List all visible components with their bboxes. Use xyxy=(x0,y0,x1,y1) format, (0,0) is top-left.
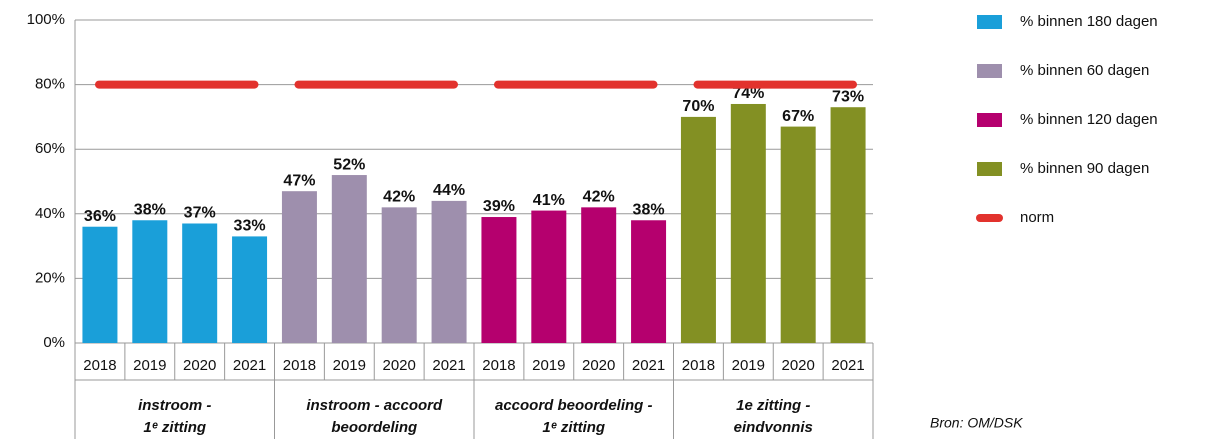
bar xyxy=(82,226,118,343)
y-tick-label: 0% xyxy=(43,334,65,351)
y-tick-label: 100% xyxy=(27,11,65,28)
value-label: 37% xyxy=(184,205,216,222)
x-tick-label: 2021 xyxy=(432,357,465,374)
legend-label: % binnen 90 dagen xyxy=(1020,160,1149,177)
x-tick-label: 2018 xyxy=(682,357,715,374)
x-tick-label: 2021 xyxy=(233,357,266,374)
group-label: 1ᵉ zitting xyxy=(542,419,605,436)
y-tick-label: 80% xyxy=(35,76,65,93)
bar xyxy=(680,116,716,344)
bar xyxy=(581,207,617,343)
group-label: eindvonnis xyxy=(734,419,813,436)
bar xyxy=(232,236,268,343)
x-tick-label: 2018 xyxy=(482,357,515,374)
x-tick-label: 2018 xyxy=(83,357,116,374)
value-label: 41% xyxy=(533,192,565,209)
bar xyxy=(631,220,667,343)
x-tick-label: 2019 xyxy=(333,357,366,374)
value-label: 42% xyxy=(383,189,415,206)
group-label: instroom - xyxy=(138,397,211,414)
x-tick-label: 2019 xyxy=(133,357,166,374)
legend-label: norm xyxy=(1020,209,1054,226)
bar xyxy=(531,210,567,343)
bar xyxy=(182,223,218,343)
legend-label: % binnen 180 dagen xyxy=(1020,13,1158,30)
y-tick-label: 60% xyxy=(35,140,65,157)
legend-swatch xyxy=(977,162,1002,176)
x-tick-label: 2021 xyxy=(632,357,665,374)
x-tick-label: 2018 xyxy=(283,357,316,374)
bar xyxy=(780,126,816,343)
bar xyxy=(281,191,317,343)
y-tick-label: 20% xyxy=(35,269,65,286)
value-label: 74% xyxy=(732,85,764,102)
value-label: 42% xyxy=(583,189,615,206)
x-tick-label: 2020 xyxy=(183,357,216,374)
group-label: beoordeling xyxy=(331,419,417,436)
x-tick-label: 2019 xyxy=(732,357,765,374)
legend-swatch xyxy=(977,64,1002,78)
value-label: 73% xyxy=(832,88,864,105)
x-tick-label: 2020 xyxy=(582,357,615,374)
value-label: 39% xyxy=(483,198,515,215)
bar xyxy=(381,207,417,343)
legend-swatch xyxy=(977,113,1002,127)
group-label: 1e zitting - xyxy=(736,397,810,414)
value-label: 36% xyxy=(84,208,116,225)
group-label: instroom - accoord xyxy=(306,397,443,414)
x-tick-label: 2020 xyxy=(782,357,815,374)
legend-label: % binnen 120 dagen xyxy=(1020,111,1158,128)
bar xyxy=(132,220,168,343)
value-label: 33% xyxy=(234,218,266,235)
legend-swatch xyxy=(977,15,1002,29)
value-label: 44% xyxy=(433,182,465,199)
bar xyxy=(830,107,866,344)
group-label: accoord beoordeling - xyxy=(495,397,653,414)
bar xyxy=(331,175,367,343)
source: Bron: OM/DSK xyxy=(930,415,1023,431)
legend-label: % binnen 60 dagen xyxy=(1020,62,1149,79)
x-tick-label: 2021 xyxy=(831,357,864,374)
value-label: 70% xyxy=(682,98,714,115)
y-tick-label: 40% xyxy=(35,205,65,222)
x-tick-label: 2019 xyxy=(532,357,565,374)
value-label: 38% xyxy=(134,201,166,218)
value-label: 67% xyxy=(782,108,814,125)
bar xyxy=(730,103,766,343)
x-tick-label: 2020 xyxy=(383,357,416,374)
value-label: 47% xyxy=(283,172,315,189)
value-label: 52% xyxy=(333,156,365,173)
group-label: 1ᵉ zitting xyxy=(143,419,206,436)
bar xyxy=(481,217,517,343)
value-label: 38% xyxy=(633,201,665,218)
bar xyxy=(431,200,467,343)
